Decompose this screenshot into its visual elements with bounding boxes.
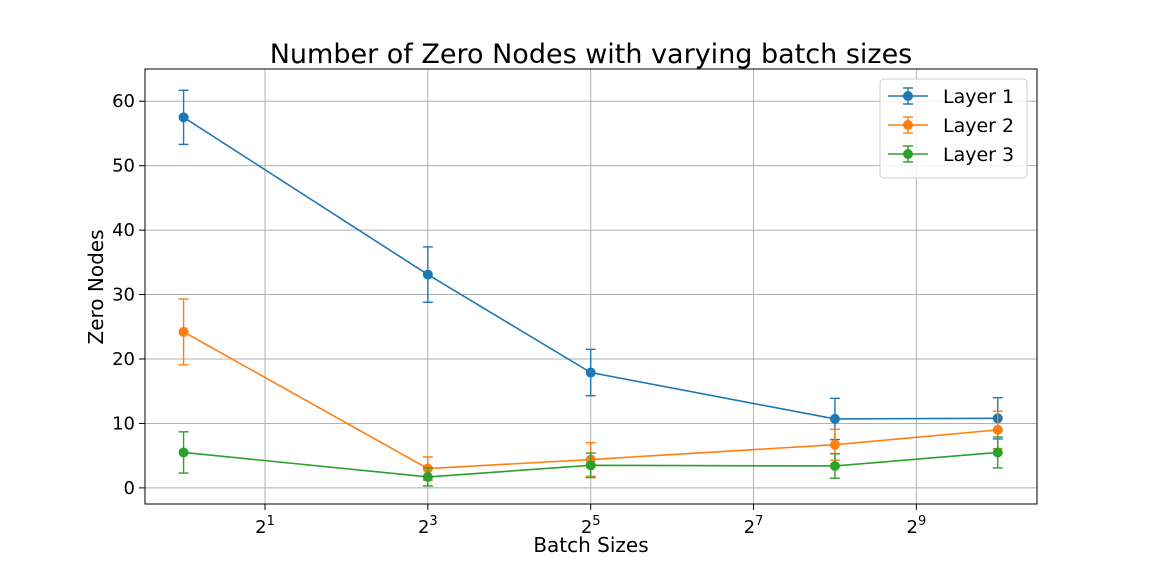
x-tick-label: 25 — [581, 514, 601, 538]
series-layer — [178, 89, 1003, 487]
x-tick-label: 27 — [744, 514, 764, 538]
x-tick-label: 29 — [906, 514, 926, 538]
legend-marker — [903, 149, 913, 159]
data-point — [422, 471, 433, 482]
x-axis-label: Batch Sizes — [533, 533, 648, 557]
legend-label: Layer 2 — [943, 115, 1014, 137]
data-point — [829, 439, 840, 450]
y-tick-label: 20 — [112, 349, 135, 370]
legend-item-layer-3: Layer 3 — [888, 144, 1014, 166]
y-tick-label: 30 — [112, 285, 135, 306]
legend-item-layer-2: Layer 2 — [888, 115, 1014, 137]
data-point — [422, 269, 433, 280]
series-layer-3 — [178, 431, 1003, 487]
x-tick-label: 21 — [255, 514, 275, 538]
chart-title: Number of Zero Nodes with varying batch … — [270, 39, 913, 70]
legend-label: Layer 3 — [943, 144, 1014, 166]
x-axis: 21 23 25 27 29 — [255, 504, 926, 538]
legend: Layer 1 Layer 2 Layer 3 — [879, 78, 1028, 179]
data-point — [992, 447, 1003, 458]
y-tick-label: 0 — [124, 478, 135, 499]
x-tick-label: 23 — [418, 514, 438, 538]
y-tick-label: 40 — [112, 220, 135, 241]
y-axis: 0 10 20 30 40 50 60 — [112, 91, 145, 499]
y-axis-label: Zero Nodes — [84, 230, 108, 345]
data-point — [178, 326, 189, 337]
legend-marker — [903, 120, 913, 130]
data-point — [829, 460, 840, 471]
grid — [145, 69, 1037, 504]
series-layer-1 — [178, 89, 1003, 441]
legend-marker — [903, 91, 913, 101]
data-point — [178, 112, 189, 123]
y-tick-label: 50 — [112, 156, 135, 177]
legend-label: Layer 1 — [943, 86, 1014, 108]
data-point — [585, 367, 596, 378]
y-tick-label: 10 — [112, 413, 135, 434]
data-point — [178, 447, 189, 458]
y-tick-label: 60 — [112, 91, 135, 112]
legend-item-layer-1: Layer 1 — [888, 86, 1014, 108]
data-point — [992, 424, 1003, 435]
data-point — [829, 413, 840, 424]
data-point — [585, 460, 596, 471]
